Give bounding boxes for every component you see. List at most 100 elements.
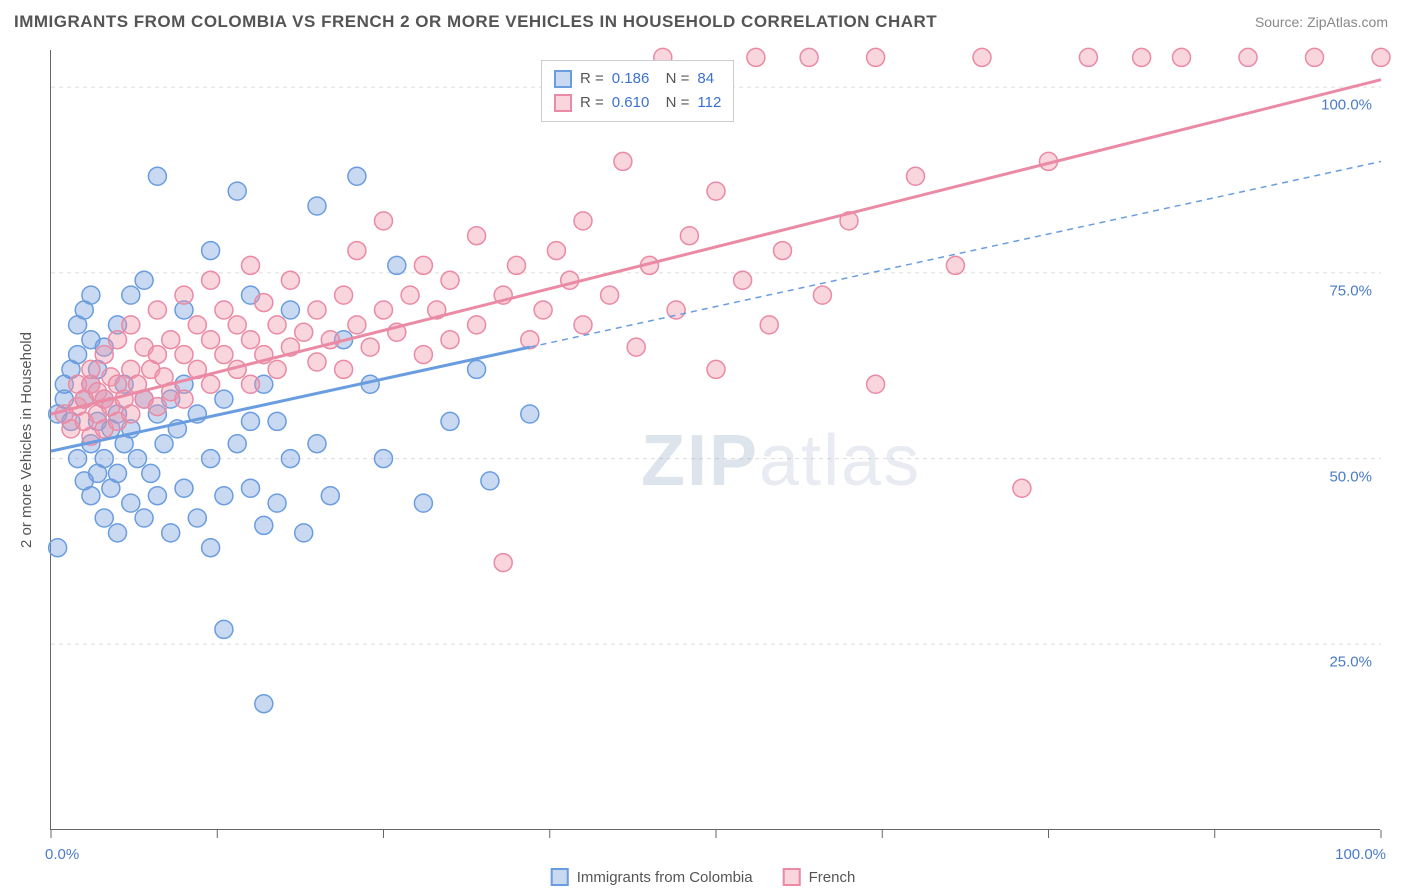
legend-item-blue: Immigrants from Colombia [551,868,753,886]
legend-series: Immigrants from Colombia French [551,868,856,886]
data-point [268,316,286,334]
chart-title: IMMIGRANTS FROM COLOMBIA VS FRENCH 2 OR … [14,12,937,32]
data-point [202,539,220,557]
data-point [148,487,166,505]
data-point [148,167,166,185]
data-point [109,464,127,482]
data-point [122,494,140,512]
data-point [148,398,166,416]
y-axis-title: 2 or more Vehicles in Household [18,332,35,548]
data-point [774,242,792,260]
data-point [69,346,87,364]
data-point [268,360,286,378]
data-point [142,464,160,482]
data-point [215,390,233,408]
data-point [348,316,366,334]
data-point [521,331,539,349]
data-point [680,227,698,245]
data-point [281,450,299,468]
data-point [242,256,260,274]
data-point [760,316,778,334]
data-point [215,301,233,319]
swatch-blue-icon [551,868,569,886]
data-point [82,487,100,505]
data-point [281,301,299,319]
data-point [202,450,220,468]
data-point [534,301,552,319]
data-point [202,271,220,289]
data-point [508,256,526,274]
x-min-label: 0.0% [45,846,79,863]
data-point [308,435,326,453]
legend-r-label: R = [580,67,604,91]
plot-svg [51,50,1380,829]
data-point [907,167,925,185]
data-point [1173,48,1191,66]
data-point [1372,48,1390,66]
data-point [162,331,180,349]
data-point [308,353,326,371]
data-point [122,316,140,334]
data-point [122,405,140,423]
data-point [401,286,419,304]
data-point [175,286,193,304]
data-point [95,346,113,364]
data-point [155,435,173,453]
data-point [255,294,273,312]
data-point [441,331,459,349]
data-point [521,405,539,423]
data-point [375,301,393,319]
data-point [414,256,432,274]
data-point [747,48,765,66]
data-point [321,487,339,505]
data-point [734,271,752,289]
data-point [1239,48,1257,66]
data-point [122,286,140,304]
data-point [242,331,260,349]
data-point [109,524,127,542]
data-point [468,360,486,378]
data-point [175,479,193,497]
data-point [82,360,100,378]
y-tick-label: 50.0% [1329,468,1372,485]
data-point [268,494,286,512]
data-point [335,286,353,304]
legend-correlation: R = 0.186 N = 84 R = 0.610 N = 112 [541,60,734,122]
data-point [148,346,166,364]
data-point [414,346,432,364]
data-point [468,316,486,334]
data-point [348,242,366,260]
data-point [614,152,632,170]
data-point [202,331,220,349]
data-point [228,435,246,453]
plot-area: R = 0.186 N = 84 R = 0.610 N = 112 ZIPat… [50,50,1380,830]
data-point [82,286,100,304]
data-point [813,286,831,304]
legend-r-pink: 0.610 [612,91,650,115]
data-point [202,375,220,393]
data-point [135,509,153,527]
data-point [242,375,260,393]
data-point [188,509,206,527]
data-point [49,539,67,557]
data-point [494,554,512,572]
data-point [215,487,233,505]
legend-n-pink: 112 [697,91,721,115]
data-point [228,316,246,334]
legend-r-blue: 0.186 [612,67,650,91]
data-point [175,346,193,364]
data-point [69,450,87,468]
data-point [188,316,206,334]
data-point [308,301,326,319]
data-point [255,695,273,713]
data-point [414,494,432,512]
data-point [148,301,166,319]
y-tick-label: 75.0% [1329,282,1372,299]
data-point [1133,48,1151,66]
data-point [335,360,353,378]
y-tick-label: 25.0% [1329,654,1372,671]
legend-n-label: N = [657,67,689,91]
legend-n-blue: 84 [697,67,714,91]
data-point [867,375,885,393]
swatch-pink-icon [783,868,801,886]
